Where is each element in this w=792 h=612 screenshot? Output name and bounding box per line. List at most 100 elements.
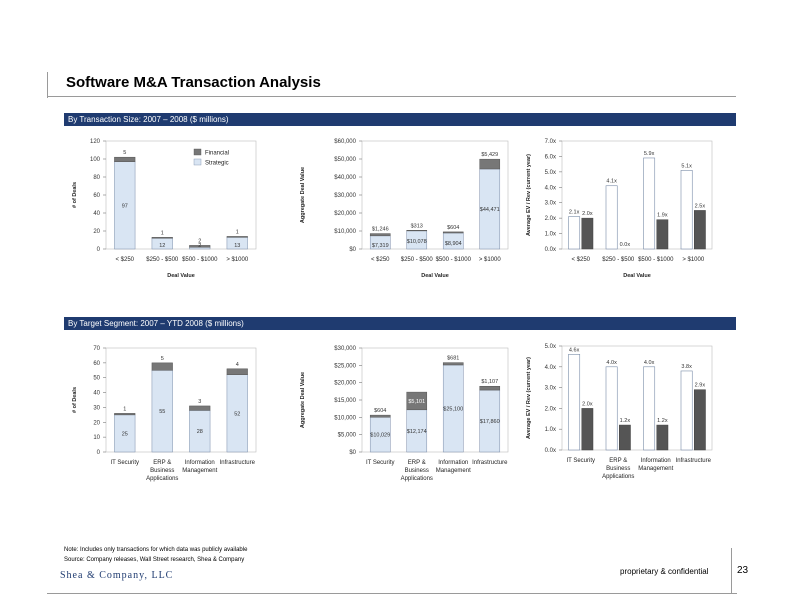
data-label-financial: $681	[447, 356, 459, 362]
x-tick-label: < $250	[571, 257, 590, 263]
y-axis-title: Aggregate Deal Value	[300, 372, 306, 428]
y-tick-label: $20,000	[334, 211, 356, 217]
bar-strategic	[568, 216, 581, 250]
data-label-financial: 2.0x	[582, 211, 593, 217]
y-tick-label: 10	[93, 435, 100, 441]
bar-financial	[442, 362, 464, 366]
bar-strategic	[605, 366, 618, 451]
y-tick-label: 1.0x	[545, 427, 556, 433]
y-tick-label: $20,000	[334, 381, 356, 387]
data-label-strategic: $44,471	[480, 207, 500, 213]
y-tick-label: $10,000	[334, 229, 356, 235]
data-label-financial: $1,246	[372, 227, 389, 233]
bar-financial	[656, 219, 669, 250]
x-tick-label: Business	[405, 468, 429, 474]
x-tick-label: Management	[638, 466, 673, 472]
chart-deal-count-by-segment: 0 10 20 30 40 50 60 70 # of Deals 25 1 IT Security 5…	[72, 346, 257, 482]
x-tick-label: $500 - $1000	[182, 257, 218, 263]
data-label-financial: 2.5x	[695, 203, 706, 209]
bar-strategic	[680, 370, 693, 451]
y-tick-label: 120	[90, 139, 101, 145]
x-tick-label: $250 - $500	[602, 257, 635, 263]
y-tick-label: $5,000	[338, 433, 357, 439]
footer-rule-horizontal	[47, 593, 737, 594]
data-label-financial: 1.9x	[657, 213, 668, 219]
data-label-financial: $1,107	[481, 379, 498, 385]
legend-swatch-financial	[193, 148, 202, 156]
bar-financial	[656, 424, 669, 451]
y-tick-label: 40	[93, 211, 100, 217]
y-tick-label: 60	[93, 193, 100, 199]
data-label-financial: 5	[123, 150, 126, 156]
data-label-financial: 2	[198, 238, 201, 244]
y-tick-label: 70	[93, 346, 100, 352]
y-tick-label: 0.0x	[545, 448, 556, 454]
bar-financial	[189, 245, 211, 248]
x-tick-label: ERP &	[408, 460, 426, 466]
footer-rule-vertical	[731, 548, 732, 594]
bar-financial	[406, 230, 428, 232]
data-label-strategic: 2.1x	[569, 210, 580, 216]
y-tick-label: $0	[349, 247, 356, 253]
y-tick-label: 4.0x	[545, 365, 556, 371]
y-tick-label: 40	[93, 391, 100, 397]
x-tick-label: Information	[185, 460, 215, 466]
data-label-strategic: $25,100	[443, 406, 463, 412]
data-label-strategic: $17,860	[480, 419, 500, 425]
y-tick-label: $40,000	[334, 175, 356, 181]
bar-strategic	[643, 157, 656, 250]
y-tick-label: 5.0x	[545, 170, 556, 176]
bar-strategic	[643, 366, 656, 451]
bar-financial	[581, 408, 594, 451]
x-tick-label: Infrastructure	[472, 460, 508, 466]
x-tick-label: $500 - $1000	[436, 257, 472, 263]
x-tick-label: Applications	[401, 476, 433, 482]
bar-financial	[151, 237, 173, 239]
bar-financial	[694, 389, 706, 451]
chart-ev-rev-by-segment: 0.0x 1.0x 2.0x 3.0x 4.0x 5.0x Average EV / Rev…	[526, 344, 713, 480]
y-tick-label: 30	[93, 405, 100, 411]
x-tick-label: Infrastructure	[676, 458, 712, 464]
section-header-target-segment: By Target Segment: 2007 – YTD 2008 ($ mi…	[64, 317, 736, 330]
data-label-strategic: $7,319	[372, 243, 389, 249]
x-tick-label: > $1000	[226, 257, 249, 263]
bar-strategic	[680, 170, 693, 250]
y-tick-label: $0	[349, 450, 356, 456]
legend-swatch-strategic	[193, 158, 202, 166]
bar-financial	[479, 385, 501, 391]
y-axis-title: Aggregate Deal Value	[300, 167, 306, 223]
y-tick-label: 2.0x	[545, 216, 556, 222]
title-rule-vertical	[47, 72, 48, 98]
data-label-financial: 1.2x	[657, 418, 668, 424]
y-tick-label: $60,000	[334, 139, 356, 145]
data-label-strategic: 97	[122, 203, 128, 209]
footnote: Note: Includes only transactions for whi…	[64, 547, 248, 553]
chart-ev-rev-by-size: 0.0x 1.0x 2.0x 3.0x 4.0x 5.0x 6.0x 7.0x Average …	[526, 139, 713, 279]
bar-strategic	[568, 354, 581, 451]
source-note: Source: Company releases, Wall Street re…	[64, 557, 245, 563]
bar-strategic	[605, 185, 618, 250]
y-axis-title: Average EV / Rev (current year)	[526, 154, 532, 236]
y-tick-label: 80	[93, 175, 100, 181]
bar-financial	[479, 158, 501, 170]
data-label-financial: $5,101	[408, 399, 425, 405]
x-tick-label: Management	[182, 468, 217, 474]
y-tick-label: $10,000	[334, 415, 356, 421]
chart-deal-value-by-segment: $0 $5,000 $10,000 $15,000 $20,000 $25,000 $30,…	[300, 346, 509, 482]
bar-financial	[406, 391, 428, 411]
x-axis-title: Deal Value	[167, 273, 195, 279]
x-tick-label: Information	[641, 458, 671, 464]
x-tick-label: ERP &	[609, 458, 627, 464]
y-tick-label: 0.0x	[545, 247, 556, 253]
bar-financial	[619, 424, 631, 451]
x-tick-label: Infrastructure	[220, 460, 256, 466]
x-tick-label: IT Security	[566, 458, 595, 464]
data-label-financial: 2.0x	[582, 401, 593, 407]
data-label-strategic: 25	[122, 431, 128, 437]
data-label-financial: $604	[374, 408, 386, 414]
y-axis-title: Average EV / Rev (current year)	[526, 357, 532, 439]
data-label-strategic: $10,029	[370, 433, 390, 439]
y-tick-label: $30,000	[334, 346, 356, 352]
data-label-financial: $313	[411, 223, 423, 229]
x-tick-label: $250 - $500	[146, 257, 179, 263]
